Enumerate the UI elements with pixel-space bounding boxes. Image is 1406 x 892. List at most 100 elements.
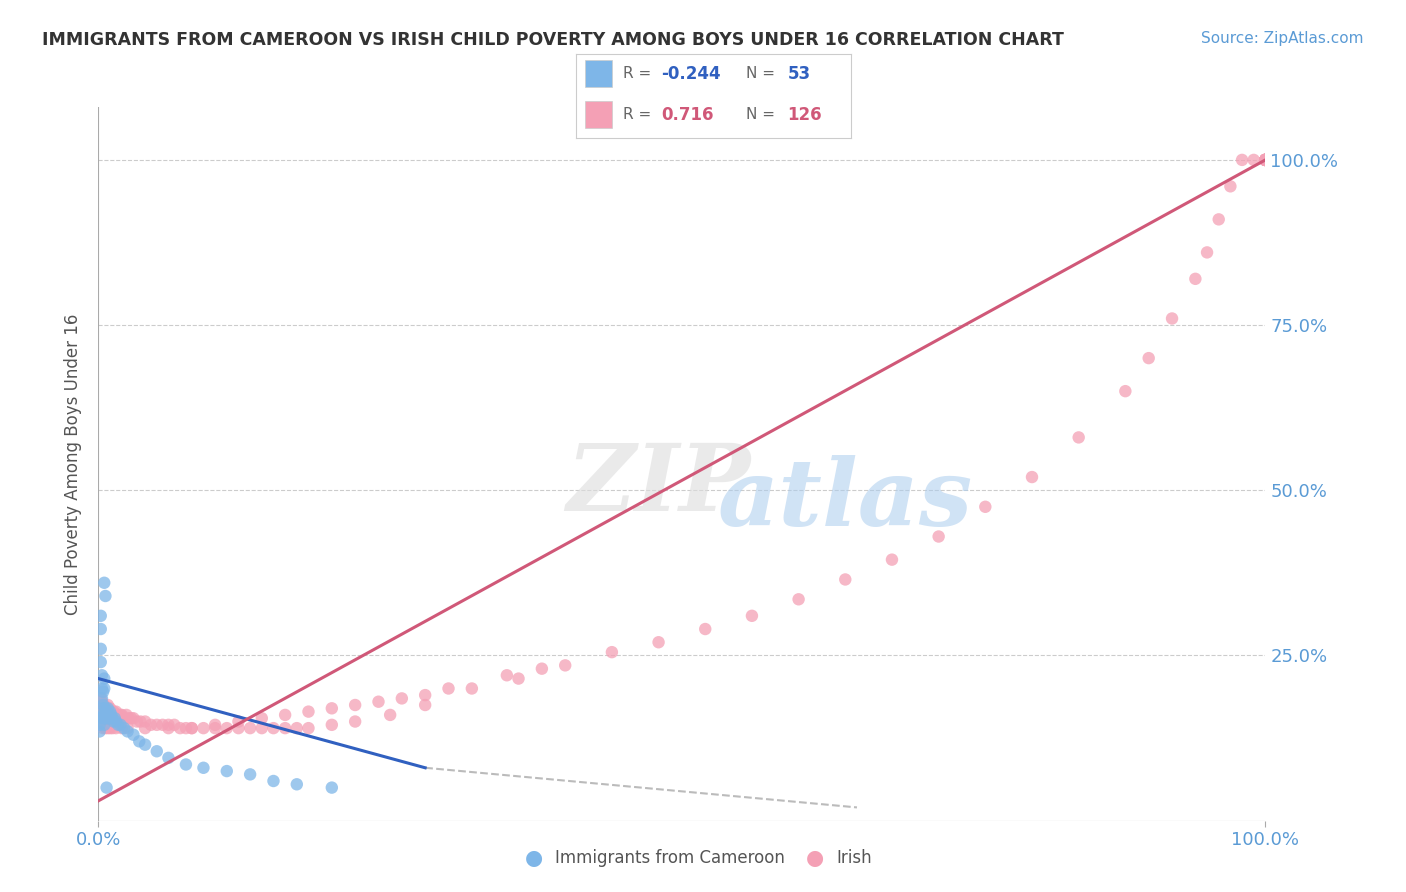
Point (787, 592, 810, 607)
Point (1254, 153, 1277, 167)
Point (97, 698, 120, 712)
Point (928, 529, 950, 543)
Point (94, 707, 117, 722)
Point (93, 705, 115, 719)
Text: 53: 53 (787, 65, 811, 83)
Text: Irish: Irish (837, 849, 872, 867)
Point (1254, 153, 1277, 167)
Point (94, 589, 117, 603)
Point (437, 681, 460, 696)
Point (413, 688, 436, 702)
Point (250, 711, 273, 725)
Point (1230, 153, 1253, 167)
Point (107, 718, 129, 732)
Point (152, 718, 174, 732)
Point (1254, 153, 1277, 167)
Point (146, 718, 169, 732)
Point (110, 707, 132, 722)
Point (96, 711, 118, 725)
Point (1254, 153, 1277, 167)
Text: Source: ZipAtlas.com: Source: ZipAtlas.com (1201, 31, 1364, 46)
Point (91, 698, 114, 712)
Point (100, 705, 122, 719)
Point (108, 711, 131, 725)
Text: IMMIGRANTS FROM CAMEROON VS IRISH CHILD POVERTY AMONG BOYS UNDER 16 CORRELATION : IMMIGRANTS FROM CAMEROON VS IRISH CHILD … (42, 31, 1064, 49)
Point (98, 701, 121, 715)
Y-axis label: Child Poverty Among Boys Under 16: Child Poverty Among Boys Under 16 (65, 313, 83, 615)
Point (112, 711, 135, 725)
Point (274, 707, 297, 722)
Point (90, 701, 112, 715)
Point (250, 721, 273, 735)
Point (107, 707, 129, 722)
Point (1254, 153, 1277, 167)
Point (1254, 153, 1277, 167)
Text: N =: N = (747, 66, 780, 81)
Point (90, 711, 112, 725)
Point (103, 705, 125, 719)
Text: ●: ● (526, 848, 543, 868)
Point (169, 721, 191, 735)
Point (193, 721, 215, 735)
Point (413, 698, 436, 712)
Text: ●: ● (807, 848, 824, 868)
Point (1243, 153, 1265, 167)
Point (157, 751, 180, 765)
Point (157, 721, 180, 735)
Point (115, 707, 138, 722)
Point (93, 698, 115, 712)
Point (146, 744, 169, 758)
Text: 126: 126 (787, 105, 823, 123)
Point (97, 707, 120, 722)
Point (1254, 153, 1277, 167)
Point (101, 721, 124, 735)
Point (96, 701, 118, 715)
Point (297, 705, 319, 719)
Point (391, 691, 413, 706)
Point (94, 711, 117, 725)
Point (94, 721, 117, 735)
Point (1219, 179, 1241, 194)
Point (129, 714, 152, 729)
Point (128, 734, 150, 748)
Point (600, 645, 623, 659)
Point (134, 721, 156, 735)
Point (1254, 153, 1277, 167)
Point (101, 711, 124, 725)
Point (89, 724, 111, 739)
Point (239, 767, 262, 781)
Point (180, 721, 202, 735)
Point (96, 705, 118, 719)
Point (1254, 153, 1277, 167)
Point (90, 655, 112, 669)
Point (117, 721, 139, 735)
Point (554, 658, 576, 673)
Point (367, 695, 389, 709)
Point (90, 622, 112, 636)
Point (104, 711, 127, 725)
Point (122, 728, 145, 742)
Point (297, 721, 319, 735)
Point (344, 714, 367, 729)
Point (110, 718, 132, 732)
Point (461, 681, 484, 696)
Point (91, 711, 114, 725)
Point (97, 707, 120, 722)
Point (193, 761, 215, 775)
Point (880, 552, 903, 566)
Point (96, 780, 118, 795)
Point (93, 681, 115, 696)
Point (204, 718, 226, 732)
Point (530, 662, 553, 676)
Point (97, 707, 120, 722)
Point (1067, 430, 1090, 444)
Point (508, 672, 530, 686)
Point (104, 721, 127, 735)
Point (274, 721, 297, 735)
Point (93, 718, 115, 732)
Point (89, 711, 111, 725)
Point (695, 622, 717, 636)
Point (101, 707, 124, 722)
Point (91, 711, 114, 725)
Point (262, 721, 284, 735)
